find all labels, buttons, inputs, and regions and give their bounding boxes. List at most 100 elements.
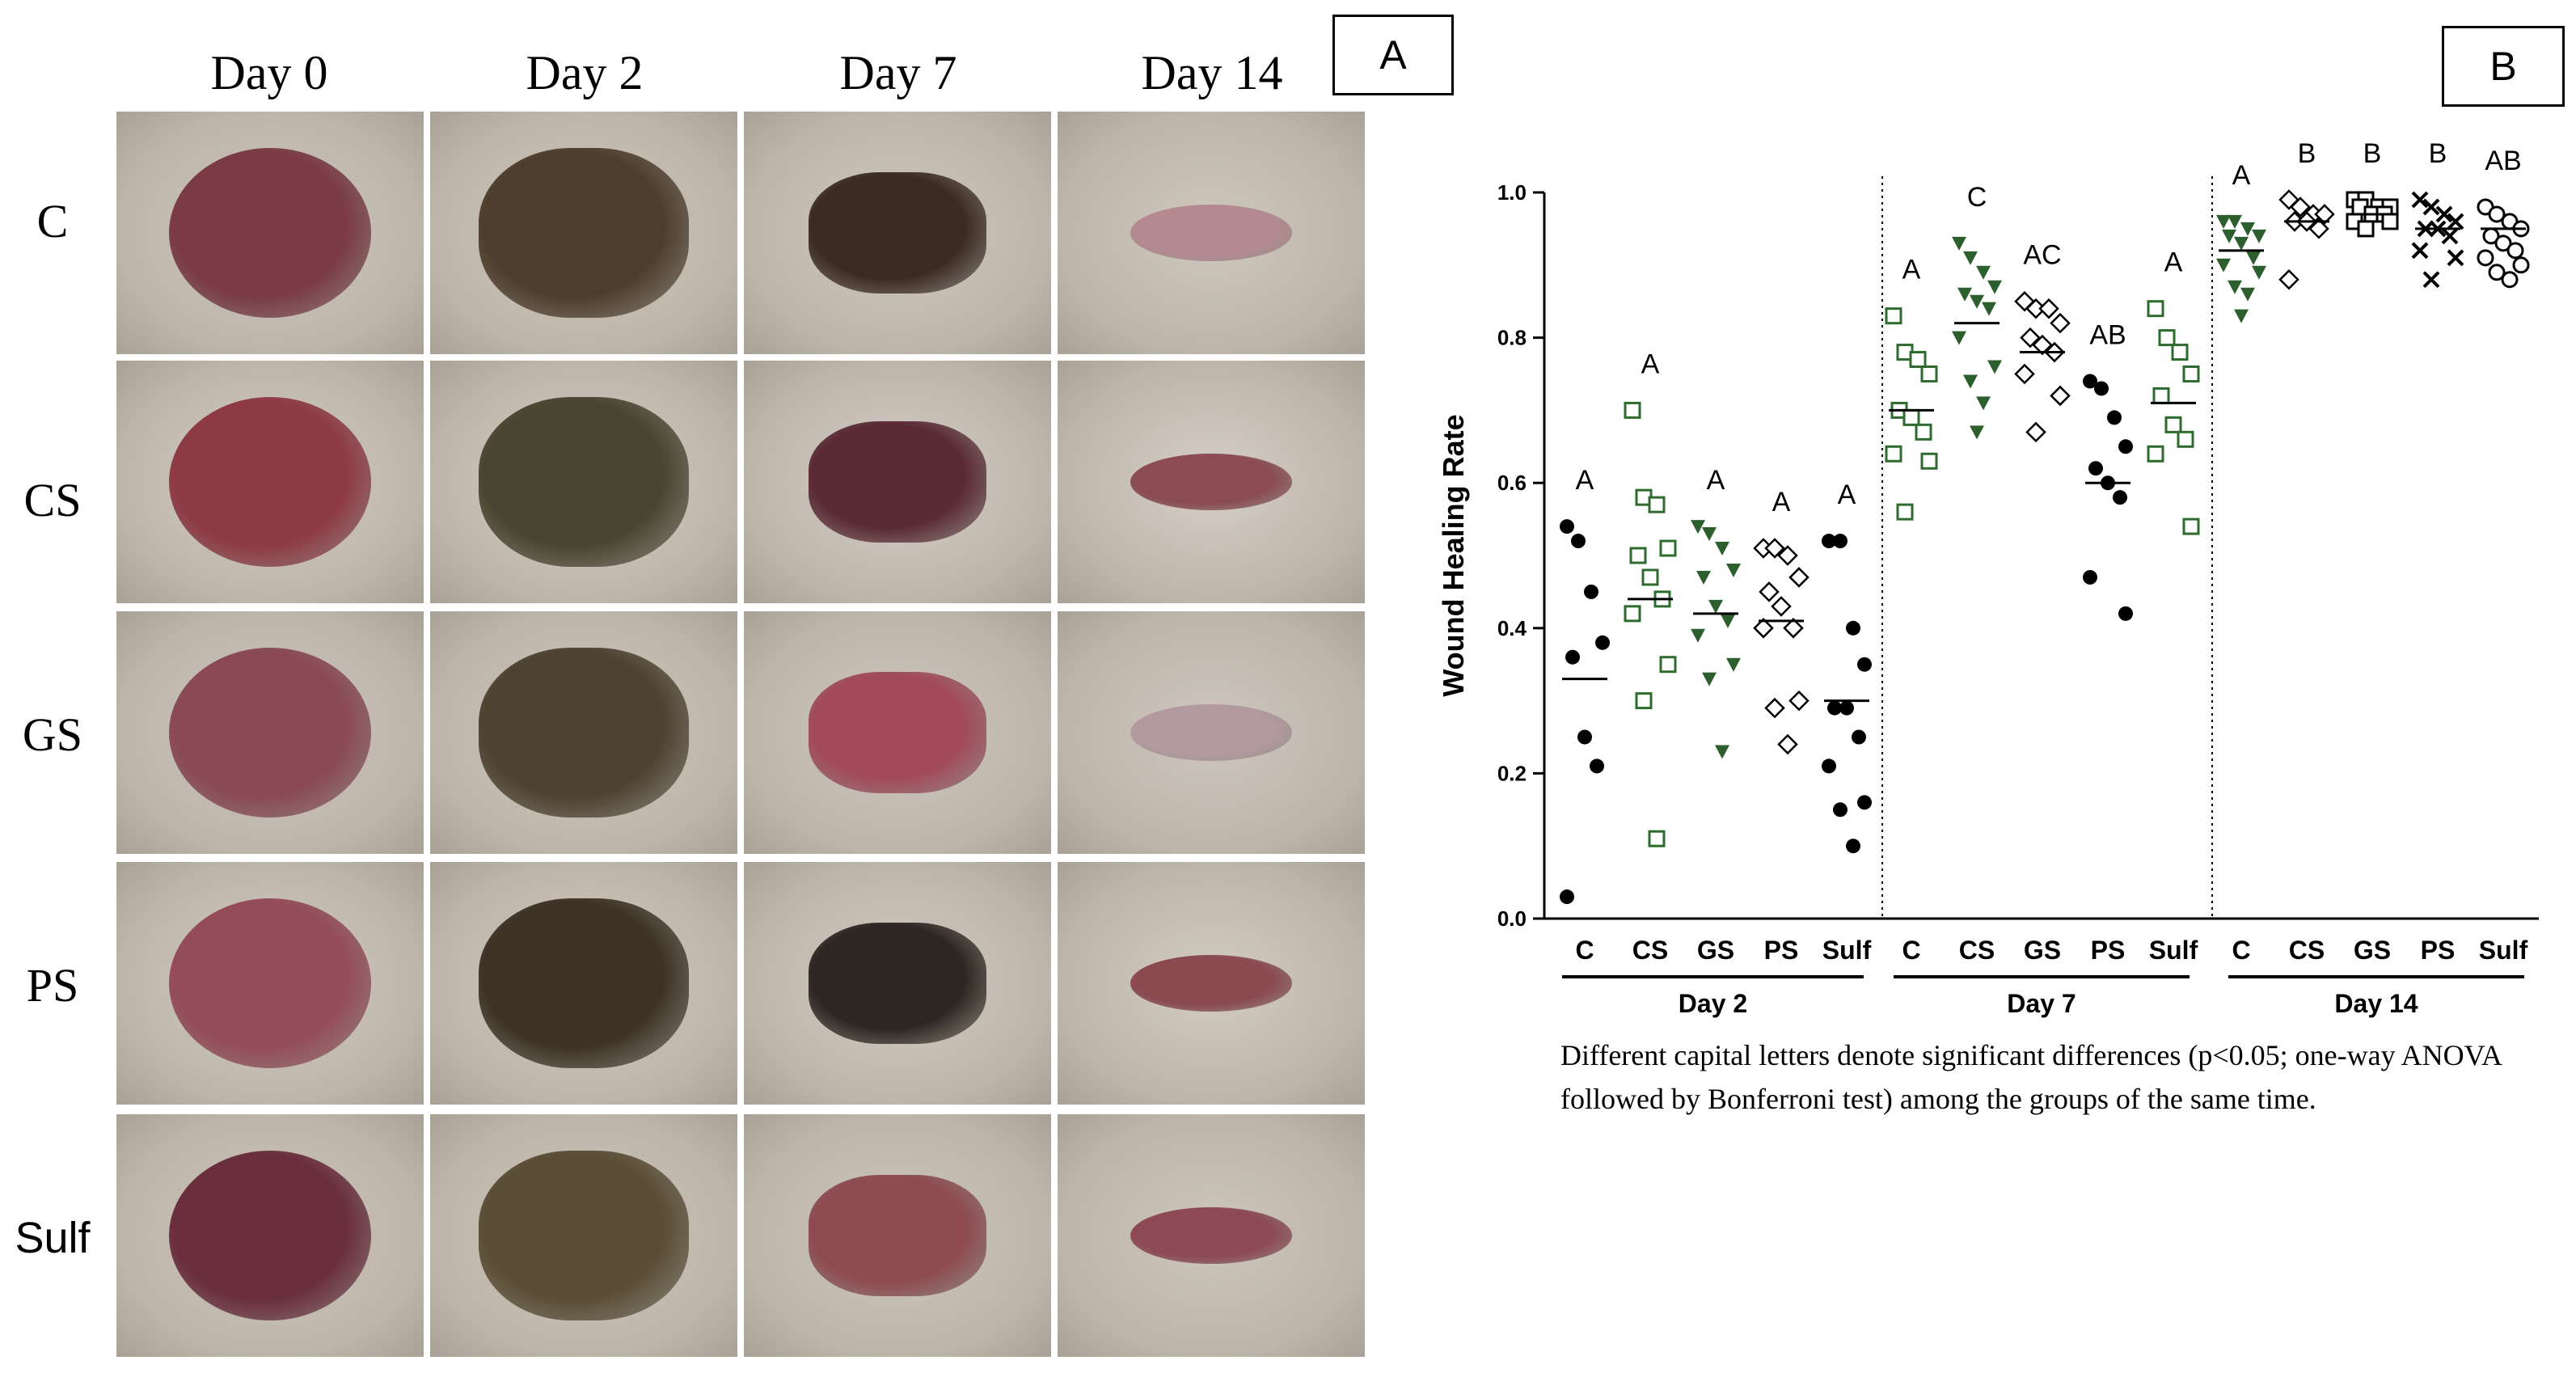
data-point bbox=[2147, 445, 2164, 463]
data-point bbox=[1952, 236, 1966, 251]
data-point bbox=[1635, 692, 1653, 710]
panel-a-label: A bbox=[1332, 15, 1454, 95]
row-header-ps: PS bbox=[26, 959, 79, 1012]
data-point bbox=[2182, 365, 2200, 382]
wound-photo-gs-day-14 bbox=[1058, 611, 1365, 854]
wound-area bbox=[479, 1151, 689, 1320]
data-point bbox=[1565, 649, 1580, 665]
wound-area bbox=[809, 923, 986, 1044]
row-header-cs: CS bbox=[23, 474, 82, 526]
x-group-label: CS bbox=[1632, 936, 1668, 965]
data-point bbox=[1641, 568, 1659, 586]
data-point bbox=[1976, 396, 1991, 411]
column-header-day-14: Day 14 bbox=[1141, 46, 1283, 99]
significance-letter: A bbox=[1707, 465, 1725, 496]
significance-letter: A bbox=[2232, 160, 2251, 191]
x-group-label: GS bbox=[1697, 936, 1734, 965]
data-point bbox=[2222, 229, 2236, 243]
data-point bbox=[1726, 657, 1741, 672]
wound-area bbox=[479, 397, 689, 567]
significance-footnote: Different capital letters denote signifi… bbox=[1560, 1039, 2501, 1115]
data-point bbox=[2477, 249, 2494, 267]
row-header-sulf: Sulf bbox=[15, 1214, 91, 1262]
significance-letter: AB bbox=[2485, 146, 2521, 176]
data-point bbox=[1571, 534, 1586, 549]
data-point bbox=[2164, 416, 2182, 433]
x-group-label: C bbox=[2232, 936, 2250, 965]
data-point bbox=[2447, 213, 2464, 230]
x-group-label: CS bbox=[1959, 936, 1995, 965]
significance-letter: A bbox=[1772, 487, 1791, 518]
data-point bbox=[1702, 527, 1717, 542]
data-point bbox=[1827, 700, 1842, 716]
data-point bbox=[1648, 830, 1666, 847]
data-point bbox=[1648, 496, 1666, 513]
wound-photo-gs-day-2 bbox=[430, 611, 737, 854]
significance-letter: AC bbox=[2023, 240, 2061, 271]
data-point bbox=[1822, 534, 1836, 549]
data-point bbox=[1852, 729, 1866, 745]
wound-photo-ps-day-14 bbox=[1058, 862, 1365, 1105]
data-point bbox=[1963, 251, 1978, 265]
wound-area bbox=[1130, 704, 1292, 761]
significance-letter: A bbox=[2164, 247, 2183, 278]
data-point bbox=[2020, 327, 2041, 349]
data-point bbox=[2512, 256, 2530, 274]
data-point bbox=[1715, 542, 1729, 556]
data-point bbox=[1659, 656, 1677, 674]
data-point bbox=[1560, 519, 1574, 534]
y-tick-label: 0.4 bbox=[1497, 616, 1527, 640]
x-group-label: PS bbox=[2091, 936, 2126, 965]
data-point bbox=[1833, 534, 1848, 549]
data-point bbox=[2158, 329, 2176, 347]
data-point bbox=[1584, 584, 1598, 599]
data-point bbox=[2177, 430, 2194, 448]
wound-area bbox=[809, 672, 986, 793]
data-point bbox=[1915, 423, 1932, 441]
data-point bbox=[1846, 620, 1860, 636]
data-point bbox=[2501, 271, 2519, 289]
wound-area bbox=[1130, 955, 1292, 1012]
data-point bbox=[2422, 198, 2440, 216]
data-point bbox=[2094, 381, 2109, 396]
data-point bbox=[2107, 410, 2122, 425]
significance-letter: B bbox=[2298, 138, 2316, 169]
data-point bbox=[2032, 334, 2053, 356]
wound-area bbox=[169, 648, 371, 818]
x-group-label: GS bbox=[2354, 936, 2391, 965]
wound-photo-cs-day-14 bbox=[1058, 361, 1365, 603]
wound-area bbox=[479, 148, 689, 318]
data-point bbox=[2228, 280, 2242, 294]
significance-letter: AB bbox=[2089, 319, 2126, 350]
wound-area bbox=[169, 397, 371, 567]
column-header-day-7: Day 7 bbox=[839, 46, 957, 99]
data-point bbox=[1783, 618, 1804, 639]
data-point bbox=[1952, 331, 1966, 345]
significance-letter: B bbox=[2429, 138, 2447, 169]
data-point bbox=[1771, 596, 1792, 617]
data-point bbox=[2088, 461, 2103, 476]
wound-area bbox=[169, 148, 371, 318]
data-point bbox=[1896, 503, 1914, 521]
data-point bbox=[1857, 795, 1872, 810]
data-point bbox=[1721, 614, 1735, 628]
data-point bbox=[1987, 360, 2002, 374]
wound-area bbox=[809, 172, 986, 294]
wound-photo-c-day-14 bbox=[1058, 112, 1365, 354]
data-point bbox=[1920, 452, 1938, 470]
wound-area bbox=[479, 898, 689, 1068]
x-group-label: Sulf bbox=[2149, 936, 2198, 965]
wound-area bbox=[479, 648, 689, 818]
data-point bbox=[2147, 300, 2164, 318]
data-point bbox=[1691, 520, 1705, 534]
wound-photo-ps-day-7 bbox=[744, 862, 1051, 1105]
wound-photo-ps-day-0 bbox=[116, 862, 424, 1105]
wound-photo-sulf-day-14 bbox=[1058, 1114, 1365, 1357]
x-group-label: CS bbox=[2289, 936, 2325, 965]
data-point bbox=[1759, 581, 1780, 602]
data-point bbox=[2171, 344, 2189, 361]
data-point bbox=[2228, 214, 2242, 229]
wound-area bbox=[809, 1175, 986, 1296]
data-point bbox=[1909, 351, 1927, 369]
